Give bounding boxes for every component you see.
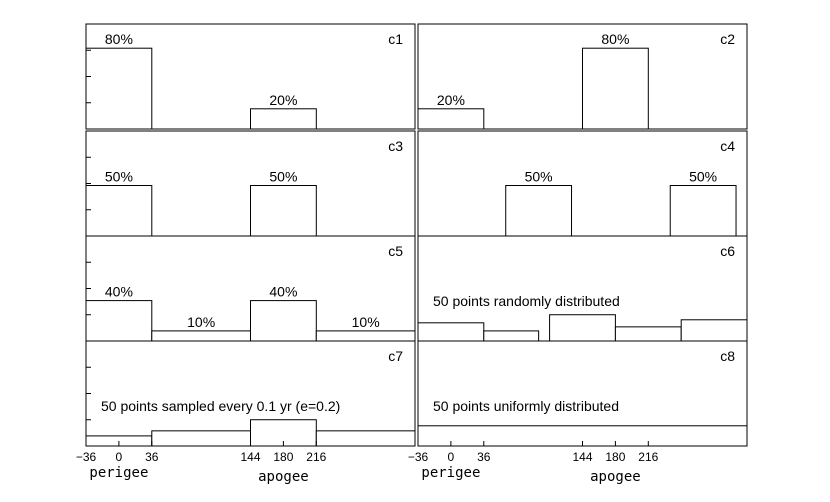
bar-value-label: 50% <box>105 169 133 185</box>
bar-value-label: 20% <box>269 92 297 108</box>
histogram-bar <box>85 185 153 237</box>
x-tick-label: 36 <box>145 450 159 464</box>
x-tick-label: 180 <box>273 450 293 464</box>
histogram-bar <box>151 430 251 447</box>
apogee-label: apogee <box>258 469 309 485</box>
histogram-bar <box>417 108 485 130</box>
bar-value-label: 40% <box>105 284 133 300</box>
histogram-bar <box>669 185 737 237</box>
histogram-bar <box>614 326 682 342</box>
x-tick-label: 144 <box>240 450 260 464</box>
panel-label: c1 <box>388 31 403 47</box>
bar-value-label: 50% <box>525 169 553 185</box>
histogram-bar <box>582 47 649 130</box>
x-tick-label: 216 <box>306 450 326 464</box>
panel-note: 50 points uniformly distributed <box>433 398 619 414</box>
x-tick-label: 0 <box>116 450 123 464</box>
x-tick-label: −36 <box>76 450 97 464</box>
panel-label: c2 <box>720 31 735 47</box>
histogram-bar <box>315 330 416 342</box>
bar-value-label: 10% <box>187 314 215 330</box>
bar-value-label: 20% <box>437 92 465 108</box>
perigee-label: perigee <box>421 465 480 481</box>
histogram-bar <box>549 314 616 342</box>
panel-label: c7 <box>388 348 403 364</box>
histogram-bar <box>250 185 317 237</box>
histogram-bar <box>505 185 573 237</box>
histogram-bar <box>315 430 416 447</box>
x-tick-label: −36 <box>408 450 429 464</box>
panel-note: 50 points randomly distributed <box>433 293 620 309</box>
panel-label: c5 <box>388 243 403 259</box>
bar-value-label: 50% <box>689 169 717 185</box>
x-tick-label: 216 <box>638 450 658 464</box>
histogram-bar <box>483 330 540 342</box>
histogram-bar <box>85 47 153 130</box>
bar-value-label: 50% <box>269 169 297 185</box>
histogram-bar <box>417 322 485 342</box>
x-tick-label: 144 <box>572 450 592 464</box>
x-tick-label: 180 <box>605 450 625 464</box>
apogee-label: apogee <box>590 469 641 485</box>
histogram-bar <box>250 108 317 130</box>
bar-value-label: 40% <box>269 284 297 300</box>
panel-label: c6 <box>720 243 735 259</box>
panel-note: 50 points sampled every 0.1 yr (e=0.2) <box>101 398 340 414</box>
panel-label: c3 <box>388 138 403 154</box>
panel-label: c8 <box>720 348 735 364</box>
panel-label: c4 <box>720 138 735 154</box>
histogram-bar <box>151 330 251 342</box>
panel-frame <box>417 23 748 130</box>
panel-frame <box>85 23 416 130</box>
bar-value-label: 80% <box>105 31 133 47</box>
bar-value-label: 80% <box>601 31 629 47</box>
histogram-bar <box>250 300 317 342</box>
bar-value-label: 10% <box>352 314 380 330</box>
histogram-bar <box>680 319 748 342</box>
x-tick-label: 0 <box>448 450 455 464</box>
perigee-label: perigee <box>89 465 148 481</box>
x-tick-label: 36 <box>477 450 491 464</box>
histogram-bar <box>85 300 153 342</box>
